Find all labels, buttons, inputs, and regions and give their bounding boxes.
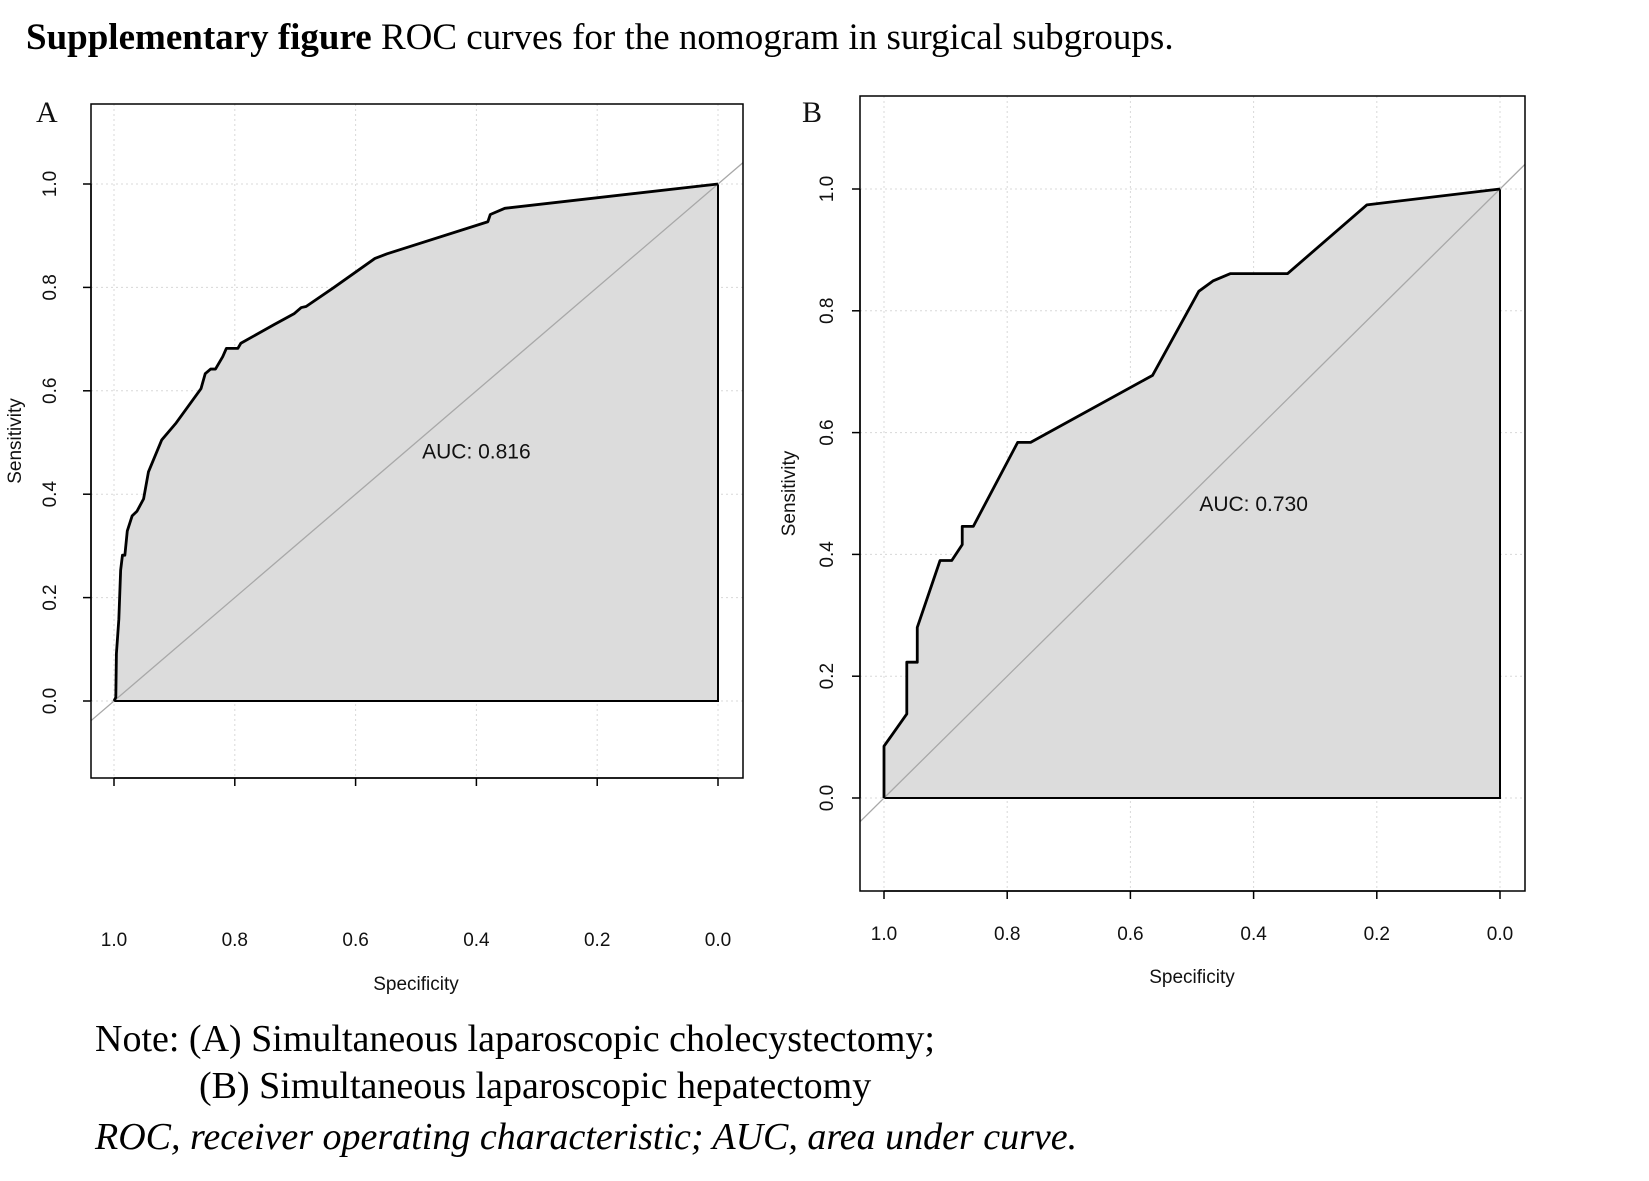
x-tick-label: 0.2 [1364,924,1390,945]
figure-title-bold: Supplementary figure [26,17,372,58]
y-tick-label: 0.0 [40,688,61,714]
auc-annotation: AUC: 0.816 [422,440,531,463]
y-tick-label: 0.6 [40,378,61,404]
x-tick-label: 0.8 [222,930,248,951]
y-tick-label: 0.8 [40,274,61,300]
y-tick-label: 0.6 [817,419,838,445]
figure-title: Supplementary figure ROC curves for the … [26,16,1174,59]
roc-curve [112,182,719,702]
note-line-3: ROC, receiver operating characteristic; … [95,1116,1078,1158]
reference-diagonal-line [91,161,743,722]
x-axis-title: Specificity [373,974,459,995]
y-tick-label: 0.2 [817,663,838,689]
x-axis-title: Specificity [1149,967,1235,988]
y-tick-label: 0.4 [40,481,61,508]
y-tick-label: 0.2 [40,584,61,610]
y-tick-label: 1.0 [817,176,838,202]
panel-label: B [802,96,822,129]
y-tick-label: 0.8 [817,298,838,324]
x-tick-label: 0.6 [342,930,368,951]
x-tick-label: 0.4 [1240,924,1267,945]
x-tick-label: 0.8 [994,924,1020,945]
y-axis-title: Sensitivity [779,450,800,536]
x-tick-label: 0.0 [705,930,731,951]
note-line-1: Note: (A) Simultaneous laparoscopic chol… [95,1018,935,1060]
note-line-2: (B) Simultaneous laparoscopic hepatectom… [199,1065,872,1107]
auc-annotation: AUC: 0.730 [1199,493,1308,516]
y-tick-label: 0.0 [817,785,838,811]
y-tick-label: 0.4 [817,541,838,568]
figure-title-rest: ROC curves for the nomogram in surgical … [371,17,1174,58]
roc-panel-a: 1.0 0.8 0.6 0.4 0.2 0.0 0.0 0.2 0.4 0.6 0.8 1.0 Spec… [5,96,744,995]
y-axis-title: Sensitivity [5,398,26,484]
auc-area-border [114,184,719,702]
x-tick-label: 1.0 [871,924,897,945]
auc-area-border [884,189,1501,799]
panel-label: A [36,96,58,129]
roc-panel-b: 1.0 0.8 0.6 0.4 0.2 0.0 0.0 0.2 0.4 0.6 0.8 1.0 Spec… [779,95,1526,988]
y-tick-label: 1.0 [40,171,61,197]
x-tick-label: 1.0 [101,930,127,951]
reference-diagonal-line [860,163,1525,823]
x-tick-label: 0.0 [1487,924,1513,945]
x-tick-label: 0.2 [584,930,610,951]
x-tick-label: 0.4 [463,930,490,951]
roc-curve [882,187,1501,798]
x-tick-label: 0.6 [1117,924,1143,945]
